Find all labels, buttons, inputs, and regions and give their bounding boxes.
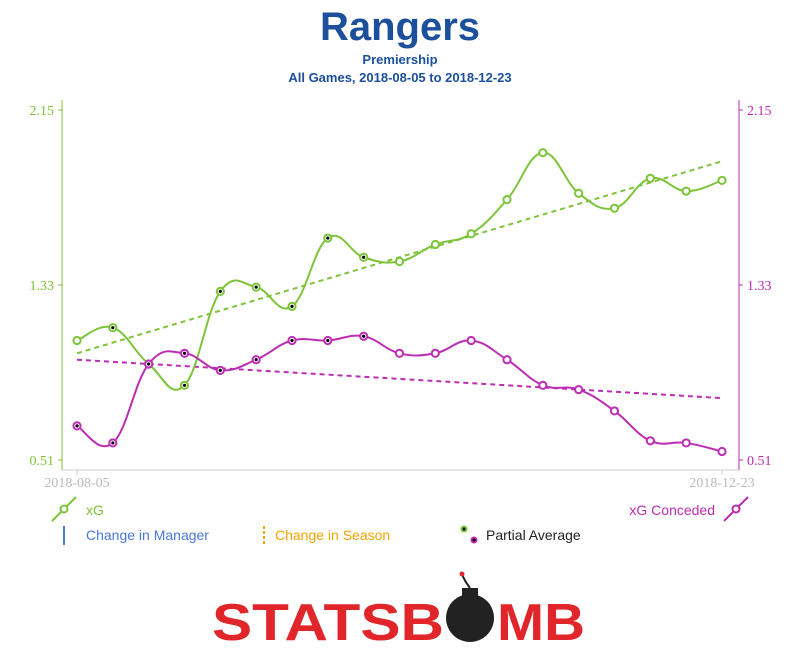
legend-change-in-manager: Change in Manager — [86, 527, 209, 543]
xg-conceded-point — [394, 348, 405, 358]
xg-point — [502, 195, 512, 205]
xg-conceded-point-partial-marker — [111, 441, 115, 445]
x-tick-label-end: 2018-12-23 — [689, 476, 754, 491]
xg-point — [645, 173, 655, 183]
xg-point — [538, 148, 548, 158]
logo-text-right: MB — [497, 594, 585, 650]
axes: 2.15 1.33 0.51 2.15 1.33 0.51 2018-08-05 2018-1… — [30, 100, 772, 491]
legend-xg-conceded-icon — [723, 496, 749, 522]
xg-point — [430, 239, 440, 250]
xg-conceded-point — [502, 355, 512, 365]
xg-point — [609, 203, 620, 213]
xg-conceded-point — [681, 438, 691, 448]
xg-conceded-point — [717, 446, 727, 457]
logo-text-left: STATSB — [212, 594, 444, 650]
trend-lines — [76, 160, 723, 400]
partial-average-icon — [460, 525, 478, 544]
legend-change-in-season: Change in Season — [275, 527, 390, 543]
y-tick-label-left: 2.15 — [30, 104, 55, 119]
xg-conceded-point — [574, 384, 584, 395]
legend-xg-icon — [51, 496, 77, 522]
xg-conceded-point-partial-marker — [362, 334, 366, 338]
xg-point-partial-marker — [326, 236, 330, 240]
legend-xg-label: xG — [86, 502, 104, 518]
statsbomb-logo: STATSB MB — [212, 571, 585, 650]
xg-point-partial-marker — [218, 289, 222, 294]
y-tick-label-right: 2.15 — [747, 104, 772, 119]
xg-conceded-point-partial-marker — [182, 351, 187, 355]
xg-point — [681, 186, 691, 196]
xg-point — [717, 175, 727, 186]
xg-point-partial-marker — [362, 255, 366, 259]
xg-point-partial-marker — [111, 326, 115, 330]
xg-conceded-point — [538, 380, 548, 390]
xg-conceded-point-partial-marker — [75, 424, 79, 428]
xg-conceded-trend-line — [76, 358, 723, 400]
xg-conceded-point-partial-marker — [290, 338, 294, 343]
y-tick-label-left: 1.33 — [30, 279, 55, 294]
xg-conceded-point-partial-marker — [326, 338, 330, 343]
xg-conceded-point — [609, 406, 620, 416]
bomb-icon — [446, 571, 494, 642]
xg-point — [466, 229, 476, 239]
xg-point-partial-marker — [182, 383, 187, 387]
legend: xG xG Conceded Change in Manager Change … — [51, 496, 749, 545]
y-tick-label-right: 1.33 — [747, 279, 772, 294]
xg-conceded-point-partial-marker — [147, 362, 151, 366]
xg-conceded-point — [430, 348, 440, 358]
chart-date-range: All Games, 2018-08-05 to 2018-12-23 — [288, 70, 511, 85]
xg-conceded-point — [466, 335, 476, 346]
xg-point-partial-marker — [254, 285, 258, 289]
xg-conceded-point-partial-marker — [254, 358, 258, 362]
y-tick-label-right: 0.51 — [747, 454, 772, 469]
chart-subtitle: Premiership — [362, 52, 437, 67]
legend-xg-conceded-label: xG Conceded — [629, 502, 715, 518]
xg-point — [394, 256, 405, 267]
xg-point — [574, 188, 584, 198]
y-tick-label-left: 0.51 — [30, 454, 55, 469]
x-tick-label-start: 2018-08-05 — [44, 476, 109, 491]
series-lines — [72, 148, 727, 457]
xg-point-partial-marker — [290, 304, 294, 308]
xg-point — [72, 335, 82, 346]
legend-partial-average: Partial Average — [486, 527, 581, 543]
xg-conceded-point-partial-marker — [218, 368, 222, 372]
chart-title: Rangers — [320, 5, 480, 49]
xg-conceded-point — [645, 436, 655, 446]
